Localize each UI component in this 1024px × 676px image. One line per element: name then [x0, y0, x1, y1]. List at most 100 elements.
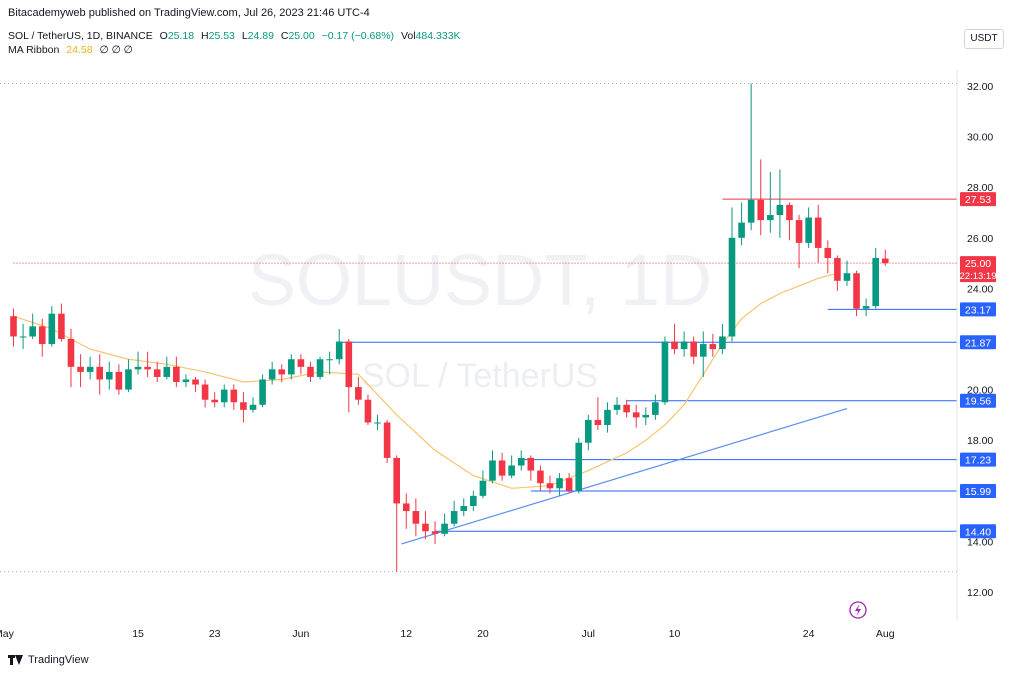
candle-body [470, 495, 477, 506]
candle-46 [450, 500, 458, 527]
candle-38 [374, 414, 381, 431]
trendlines[interactable] [401, 408, 848, 545]
candle-body [115, 371, 123, 390]
candle-body [86, 366, 94, 372]
price-label-text: 15.99 [965, 486, 991, 498]
candle-body [106, 371, 113, 380]
candle-body [412, 511, 420, 524]
price-label-text: 27.53 [965, 194, 991, 206]
candle-52 [508, 455, 515, 479]
price-label-text: 23.17 [965, 304, 991, 316]
candle-body [795, 220, 803, 243]
candle-18 [182, 374, 190, 388]
candle-35 [345, 339, 353, 413]
candle-body [814, 217, 822, 248]
candle-body [699, 344, 707, 357]
x-tick-label: Jun [292, 628, 309, 640]
candle-body [498, 460, 506, 476]
candle-73 [709, 333, 717, 357]
candle-69 [671, 323, 678, 355]
candle-body [402, 503, 410, 512]
price-label-5: 17.23 [960, 452, 996, 467]
candle-body [680, 341, 688, 350]
candle-67 [652, 394, 659, 420]
candle-42 [412, 498, 420, 537]
ma-ribbon [13, 272, 838, 489]
candle-body [240, 402, 247, 410]
candle-body [220, 389, 228, 403]
candle-body [67, 339, 75, 367]
y-tick-label: 28.00 [967, 182, 993, 194]
publish-line: Bitacademyweb published on TradingView.c… [8, 7, 370, 19]
price-label-box [960, 452, 996, 467]
candle-body [201, 384, 209, 400]
candle-24 [240, 392, 247, 423]
candle-1 [19, 323, 27, 350]
candle-54 [527, 455, 535, 481]
y-tick-label: 18.00 [967, 435, 993, 447]
candle-72 [699, 331, 707, 377]
candle-13 [134, 351, 142, 375]
candle-51 [498, 452, 506, 481]
candle-74 [719, 323, 726, 355]
candle-body [134, 366, 142, 370]
candle-63 [613, 397, 621, 415]
price-label-0: 27.53 [960, 192, 996, 207]
lightning-icon[interactable] [849, 601, 867, 619]
watermark-symbol: SOLUSDT, 1D [248, 241, 712, 321]
candle-body [125, 369, 132, 390]
candle-body [211, 399, 218, 403]
y-tick-label: 20.00 [967, 385, 993, 397]
candle-body [613, 404, 621, 410]
candle-body [268, 369, 276, 380]
close-readout: C25.00 [280, 30, 315, 42]
candle-body [153, 369, 161, 377]
y-tick-label: 32.00 [967, 81, 993, 93]
candle-31 [307, 361, 314, 383]
candle-25 [249, 397, 257, 413]
candle-body [585, 419, 592, 443]
currency-button[interactable]: USDT [964, 29, 1004, 49]
ma-ribbon-value: 24.58 [66, 44, 93, 56]
candle-65 [632, 404, 640, 428]
x-tick-label: 23 [209, 628, 221, 640]
candle-body [182, 379, 190, 383]
candle-88 [853, 270, 860, 317]
low-readout: L24.89 [241, 30, 274, 42]
candle-body [38, 326, 46, 345]
symbol-legend: SOL / TetherUS, 1D, BINANCE O25.18 H25.5… [8, 30, 465, 42]
candle-body [565, 478, 573, 491]
candle-30 [297, 354, 305, 375]
price-levels[interactable] [13, 198, 958, 532]
candle-body [230, 389, 238, 403]
ma-ribbon-legend: MA Ribbon 24.58 ∅ ∅ ∅ [8, 44, 137, 56]
price-label-box [960, 302, 996, 317]
candle-64 [623, 399, 630, 418]
candle-33 [326, 351, 333, 375]
y-tick-label: 12.00 [967, 587, 993, 599]
candle-27 [268, 361, 276, 385]
ma-ribbon-line [13, 272, 838, 489]
ma-ribbon-label[interactable]: MA Ribbon [8, 44, 60, 56]
candle-15 [153, 361, 161, 383]
symbol-name[interactable]: SOL / TetherUS, 1D, BINANCE [8, 30, 153, 42]
x-tick-label: Jul [582, 628, 595, 640]
candle-28 [278, 364, 286, 383]
candle-body [479, 480, 487, 496]
candle-47 [460, 498, 468, 517]
candle-body [575, 442, 583, 491]
candle-37 [364, 394, 372, 426]
tradingview-brand[interactable]: TradingView [8, 654, 89, 666]
candle-22 [220, 384, 228, 408]
candle-body [374, 422, 381, 424]
candle-66 [642, 407, 650, 426]
price-label-box [960, 393, 996, 408]
time-axis[interactable]: May 15 23 Jun 12 20 Jul 10 24 Aug [0, 628, 895, 640]
candle-body [441, 523, 448, 534]
x-tick-label: 12 [400, 628, 412, 640]
candle-60 [585, 414, 592, 451]
candle-68 [661, 336, 669, 405]
candle-body [594, 419, 602, 426]
trendline-0[interactable] [401, 408, 848, 545]
